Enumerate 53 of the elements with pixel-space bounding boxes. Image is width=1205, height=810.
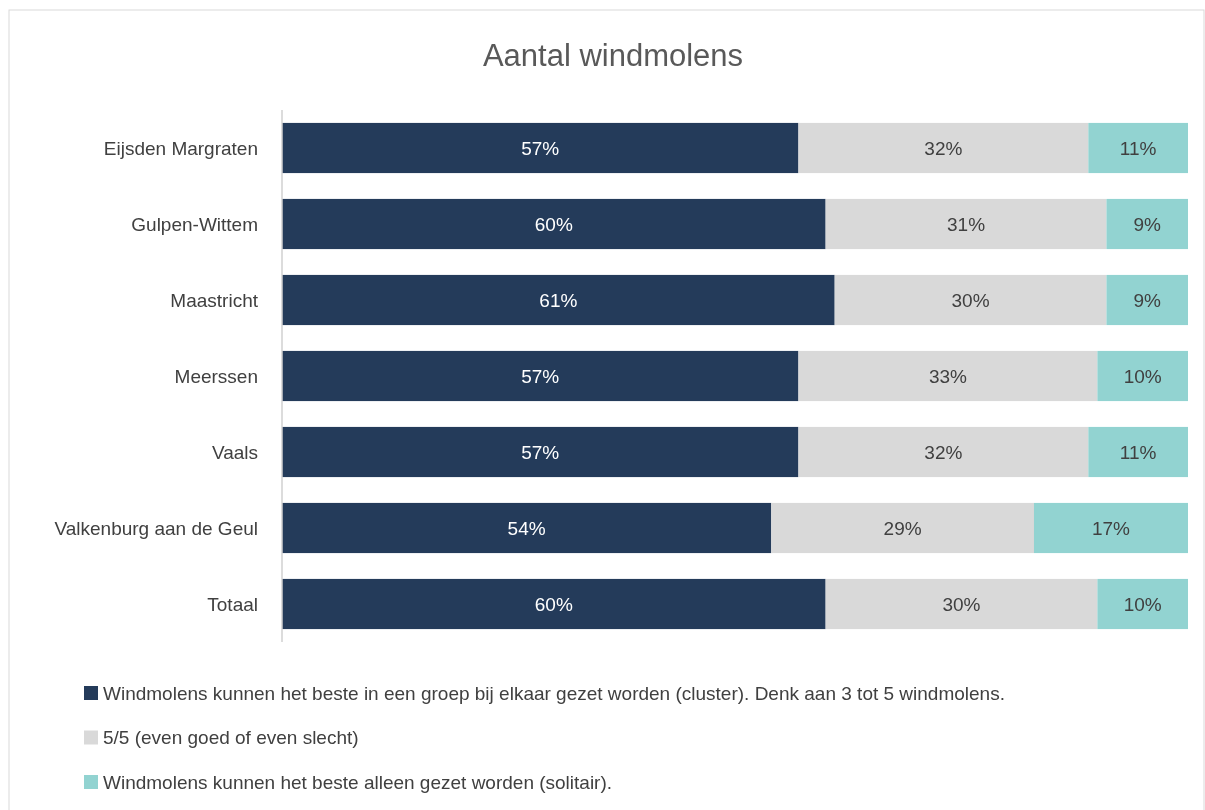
- data-label: 17%: [1091, 517, 1131, 539]
- data-label: 32%: [924, 441, 963, 463]
- bar: [1097, 350, 1188, 402]
- y-tick-label: Maastricht: [170, 289, 259, 311]
- bar: [282, 198, 826, 250]
- bar: [282, 122, 799, 174]
- data-label: 30%: [951, 289, 990, 311]
- bar: [282, 274, 835, 326]
- data-label: 57%: [521, 441, 560, 463]
- bar: [1106, 198, 1188, 250]
- bar: [798, 426, 1089, 478]
- data-label: 9%: [1133, 289, 1162, 311]
- bar: [1033, 502, 1188, 554]
- data-label: 10%: [1123, 365, 1162, 387]
- data-label: 33%: [928, 365, 968, 387]
- bar: [282, 578, 826, 630]
- data-label: 11%: [1119, 137, 1157, 159]
- data-label: 10%: [1123, 593, 1162, 615]
- chart-title: Aantal windmolens: [482, 37, 744, 73]
- legend-label: 5/5 (even goed of even slecht): [103, 727, 359, 749]
- data-label: 11%: [1119, 441, 1157, 463]
- bar: [282, 426, 799, 478]
- data-label: 30%: [942, 593, 981, 615]
- bar: [834, 274, 1107, 326]
- legend-label: Windmolens kunnen het beste in een groep bij elkaar gezet worden (cluster). Denk aan 3 tot 5 windmolens.: [103, 682, 1005, 704]
- data-label: 32%: [924, 137, 963, 159]
- bar: [798, 122, 1089, 174]
- y-tick-label: Valkenburg aan de Geul: [54, 517, 258, 539]
- data-label: 60%: [534, 593, 573, 615]
- data-label: 60%: [534, 213, 573, 235]
- bar: [282, 350, 799, 402]
- y-tick-label: Totaal: [207, 593, 258, 615]
- bar: [798, 350, 1098, 402]
- data-label: 61%: [539, 289, 578, 311]
- data-label: 57%: [521, 137, 560, 159]
- bar: [771, 502, 1034, 554]
- data-label: 9%: [1133, 213, 1162, 235]
- y-tick-label: Eijsden Margraten: [103, 137, 258, 159]
- y-tick-label: Gulpen-Wittem: [131, 213, 258, 235]
- bar: [1088, 122, 1188, 174]
- data-label: 31%: [947, 213, 986, 235]
- y-tick-label: Vaals: [211, 441, 258, 463]
- data-label: 29%: [883, 517, 922, 539]
- bar: [282, 502, 772, 554]
- bar: [1106, 274, 1188, 326]
- data-label: 57%: [521, 365, 560, 387]
- bar: [825, 198, 1107, 250]
- bar: [825, 578, 1098, 630]
- y-tick-label: Meerssen: [174, 365, 258, 387]
- bar: [1088, 426, 1188, 478]
- data-label: 54%: [507, 517, 546, 539]
- bar: [1097, 578, 1188, 630]
- legend-label: Windmolens kunnen het beste alleen gezet worden (solitair).: [103, 771, 613, 793]
